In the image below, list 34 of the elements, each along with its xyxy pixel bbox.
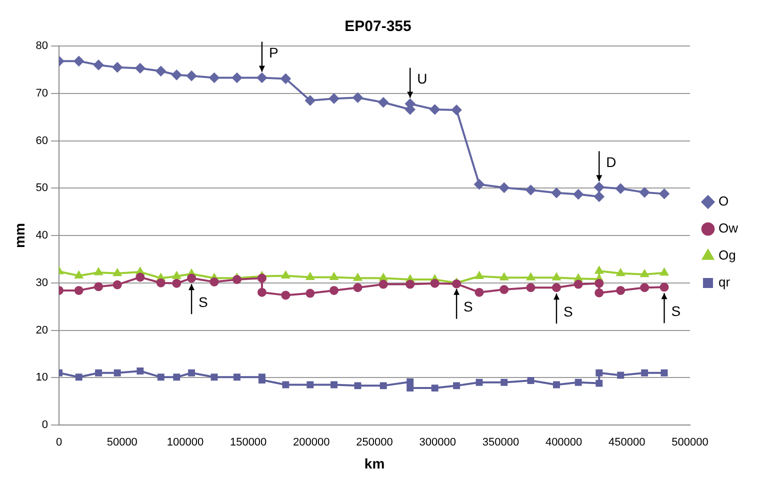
y-tick-label: 0 [42, 419, 48, 432]
y-tick-label: 80 [36, 40, 48, 52]
x-tick-label: 100000 [166, 436, 204, 449]
x-tick-label: 500000 [672, 436, 708, 449]
chart-title: EP07-355 [344, 18, 412, 36]
x-tick-label: 200000 [293, 436, 330, 449]
x-tick-label: 150000 [230, 436, 267, 449]
annotation: P [268, 44, 278, 61]
annotation: S [671, 303, 681, 319]
y-axis-title: mm [11, 223, 28, 248]
y-tick-label: 10 [36, 372, 48, 384]
legend-label: O [718, 194, 729, 209]
y-tick-label: 20 [36, 324, 48, 336]
y-tick-label: 50 [36, 182, 48, 194]
annotation: D [606, 154, 616, 170]
annotation: U [417, 70, 428, 87]
x-axis-title: km [364, 455, 385, 472]
x-tick-label: 350000 [482, 436, 520, 449]
legend-label: qr [718, 274, 731, 290]
y-tick-label: 60 [36, 134, 48, 147]
y-tick-label: 70 [36, 87, 48, 100]
x-tick-label: 300000 [419, 436, 456, 449]
x-tick-label: 450000 [608, 436, 646, 449]
annotation: S [563, 303, 573, 320]
legend-label: Ow [718, 220, 739, 236]
legend-label: Og [718, 248, 736, 263]
x-tick-label: 0 [56, 436, 62, 449]
x-tick-label: 250000 [356, 436, 393, 449]
annotation: S [198, 294, 208, 310]
annotation: S [464, 298, 473, 315]
x-tick-label: 50000 [106, 436, 138, 449]
x-tick-label: 400000 [545, 436, 582, 449]
y-tick-label: 30 [36, 276, 48, 289]
y-tick-label: 40 [36, 230, 48, 242]
